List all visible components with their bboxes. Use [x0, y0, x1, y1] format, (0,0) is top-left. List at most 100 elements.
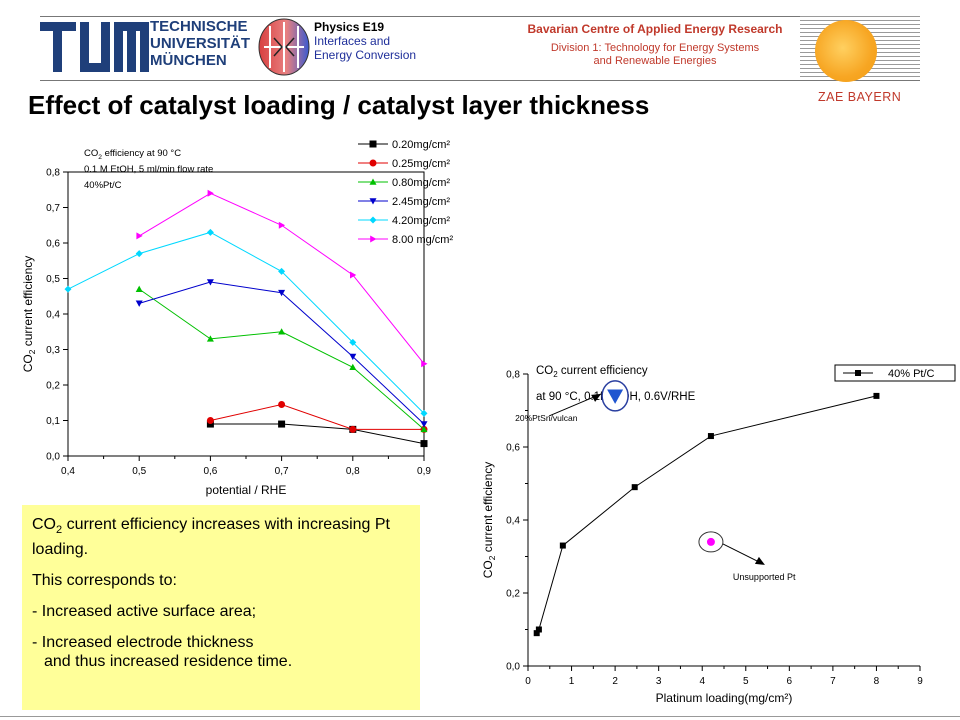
y-tick-label: 0,0 — [46, 452, 60, 463]
series-line — [210, 404, 424, 430]
y-tick-label: 0,4 — [506, 516, 520, 527]
y-tick-label: 0,8 — [506, 370, 520, 381]
y-tick-label: 0,6 — [46, 239, 60, 250]
data-point — [421, 360, 428, 368]
tum-name-line-2: UNIVERSITÄT — [150, 35, 251, 52]
zae-title: Bavarian Centre of Applied Energy Resear… — [527, 22, 783, 36]
data-point — [349, 425, 357, 433]
summary-line-4-text: - Increased electrode thickness — [32, 634, 254, 652]
data-point — [278, 267, 286, 275]
y-axis-label: CO2 current efficiency — [21, 256, 37, 373]
legend: 0.20mg/cm² 0.25mg/cm² 0.80mg/cm² 2.45mg/cm²… — [358, 139, 453, 246]
x-tick-label: 0,6 — [203, 466, 217, 477]
x-tick-label: 1 — [569, 676, 575, 687]
data-point — [206, 420, 214, 428]
data-point — [420, 421, 428, 428]
y-tick-label: 0,5 — [46, 274, 60, 285]
series-line — [210, 423, 425, 445]
legend-label: 0.25mg/cm² — [392, 158, 450, 170]
y-tick-label: 0,4 — [46, 310, 60, 321]
x-tick-label: 0,8 — [346, 466, 360, 477]
data-point — [135, 285, 143, 292]
summary-textbox: CO2 current efficiency increases with in… — [22, 505, 420, 710]
series-8-00-mg-cm — [136, 189, 428, 368]
annotation-arrowhead — [591, 393, 602, 402]
series-4-20mg-cm — [64, 228, 428, 417]
data-point — [206, 417, 214, 424]
legend-marker — [369, 159, 377, 167]
header-rule-top — [40, 16, 920, 17]
x-tick-label: 0,4 — [61, 466, 75, 477]
chart-efficiency-vs-potential: 0,4 0,5 0,6 0,7 0,8 0,9 0,0 0,1 0,2 0,3 0,4 0,5 0,6 0… — [21, 139, 453, 497]
legend-marker — [370, 235, 377, 243]
data-point — [206, 335, 214, 342]
x-tick-label: 0,9 — [417, 466, 431, 477]
data-point — [559, 542, 566, 549]
data-point — [707, 433, 714, 440]
x-tick-label: 9 — [917, 676, 923, 687]
data-point — [631, 484, 638, 491]
summary-line-5: and thus increased residence time. — [44, 653, 293, 671]
legend-marker — [855, 370, 861, 376]
e19-title: Physics E19 — [314, 20, 385, 34]
data-point — [64, 285, 72, 293]
chart-note: CO2 efficiency at 90 °C — [84, 148, 181, 161]
data-point — [420, 425, 428, 433]
x-tick-label: 0,7 — [275, 466, 289, 477]
series-2-45mg-cm — [135, 279, 428, 428]
data-point — [349, 353, 357, 361]
legend-label: 0.20mg/cm² — [392, 139, 450, 151]
data-point — [420, 440, 428, 448]
y-tick-label: 0,7 — [46, 203, 60, 214]
x-axis-label: potential / RHE — [206, 483, 287, 497]
summary-co-text: CO — [32, 516, 56, 533]
data-point — [349, 338, 357, 346]
annotations: 20%PtSn/vulcan Unsupported Pt — [515, 380, 796, 582]
annotation-label: 20%PtSn/vulcan — [515, 413, 578, 423]
legend-marker — [369, 140, 377, 148]
e19-text: Physics E19 Interfaces and Energy Conver… — [314, 20, 416, 62]
e19-emblem-icon — [258, 18, 310, 76]
zae-division-line-1: Division 1: Technology for Energy System… — [550, 42, 760, 54]
zae-division-line-2: and Renewable Energies — [593, 55, 717, 67]
y-tick-label: 0,2 — [46, 381, 60, 392]
data-point — [278, 401, 286, 409]
annotation-label: Unsupported Pt — [733, 572, 796, 582]
x-tick-label: 0 — [525, 676, 531, 687]
data-point — [349, 363, 357, 371]
y-tick-label: 0,0 — [506, 662, 520, 673]
data-point — [873, 392, 880, 399]
zae-bayern-label: ZAE BAYERN — [818, 90, 902, 104]
x-tick-label: 6 — [787, 676, 793, 687]
series-line — [138, 192, 425, 365]
x-tick-label: 8 — [874, 676, 880, 687]
zae-sun-logo — [815, 20, 877, 82]
chart-note: CO2 current efficiency — [536, 365, 648, 379]
data-point — [207, 189, 214, 197]
series-0-80mg-cm — [135, 285, 428, 433]
tum-name: TECHNISCHE UNIVERSITÄT MÜNCHEN — [150, 18, 250, 69]
x-tick-label: 5 — [743, 676, 749, 687]
series-0-20mg-cm — [206, 420, 428, 448]
data-point — [278, 420, 286, 428]
y-tick-label: 0,1 — [46, 416, 60, 427]
tum-name-line-3: MÜNCHEN — [150, 52, 227, 69]
y-tick-label: 0,2 — [506, 589, 520, 600]
legend-marker — [369, 216, 377, 224]
legend-label: 8.00 mg/cm² — [392, 234, 453, 246]
summary-co2-subscript: 2 — [56, 524, 63, 537]
plot-frame — [67, 171, 425, 457]
annotation-arrow — [548, 393, 602, 417]
x-tick-label: 4 — [699, 676, 705, 687]
x-tick-label: 3 — [656, 676, 662, 687]
chart-efficiency-vs-loading: 0 1 2 3 4 5 6 7 8 9 0,0 0,2 0,4 0,6 0,8 Platinum loadin… — [481, 364, 956, 705]
zae-header: Bavarian Centre of Applied Energy Resear… — [495, 22, 815, 68]
data-point — [206, 228, 214, 236]
chart-note: 0.1 M EtOH, 5 ml/min flow rate — [84, 164, 213, 175]
page-title: Effect of catalyst loading / catalyst la… — [28, 90, 650, 120]
x-tick-label: 2 — [612, 676, 618, 687]
summary-line-1-text: current efficiency increases with increa… — [32, 516, 390, 559]
legend-box — [834, 364, 956, 382]
header-rule-bottom — [40, 80, 920, 81]
x-axis-label: Platinum loading(mg/cm²) — [656, 691, 793, 705]
